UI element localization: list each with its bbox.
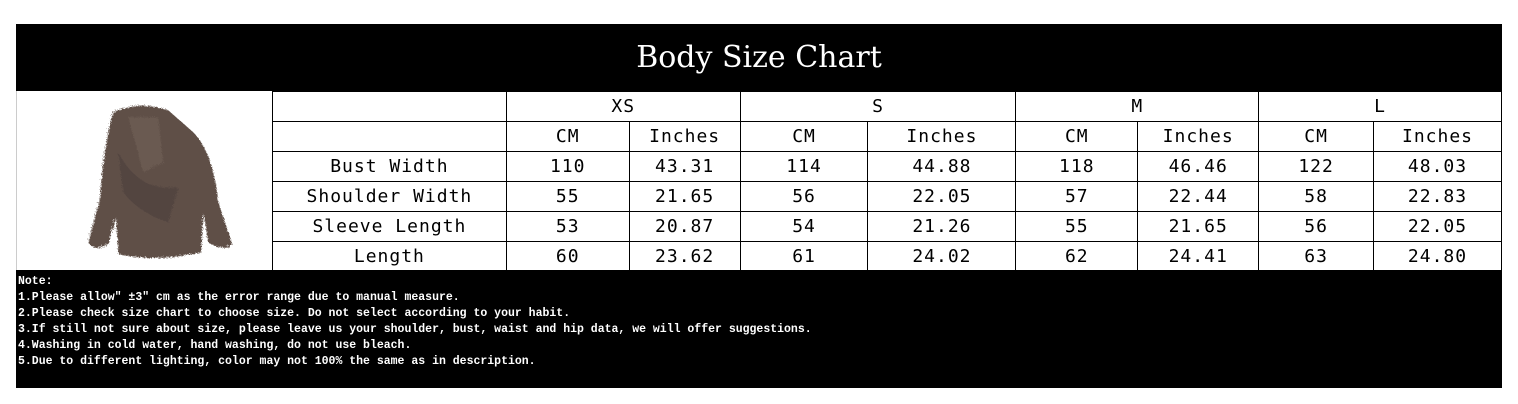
- fur-jacket-image: [87, 104, 231, 257]
- size-m: M: [1015, 91, 1260, 122]
- unit-cm: CM: [1258, 121, 1375, 152]
- inches-value: 48.03: [1373, 151, 1502, 182]
- unit-cm: CM: [1015, 121, 1139, 152]
- note-item: 5.Due to different lighting, color may n…: [18, 355, 536, 368]
- row-label: Length: [272, 241, 507, 272]
- row-label: Shoulder Width: [272, 181, 507, 212]
- unit-inches: Inches: [1137, 121, 1260, 152]
- notes-section: Note: 1.Please allow" ±3" cm as the erro…: [16, 270, 1502, 388]
- empty-cell: [272, 121, 507, 152]
- row-label: Sleeve Length: [272, 211, 507, 242]
- row-label: Bust Width: [272, 151, 507, 182]
- size-table: XS S M L CM Inches CM Inches CM Inches CM In…: [272, 91, 1502, 272]
- inches-value: 43.31: [628, 151, 741, 182]
- inches-value: 23.62: [628, 241, 741, 272]
- cm-value: 110: [505, 151, 630, 182]
- cm-value: 56: [1258, 211, 1375, 242]
- empty-cell: [272, 91, 507, 122]
- inches-value: 24.02: [867, 241, 1017, 272]
- size-l: L: [1258, 91, 1502, 122]
- cm-value: 58: [1258, 181, 1375, 212]
- cm-value: 55: [1015, 211, 1139, 242]
- cm-value: 61: [739, 241, 869, 272]
- note-item: 3.If still not sure about size, please l…: [18, 323, 812, 336]
- table-row: Length 60 23.62 61 24.02 62 24.41 63 24.80: [272, 241, 1502, 272]
- unit-inches: Inches: [867, 121, 1017, 152]
- note-item: 2.Please check size chart to choose size…: [18, 307, 571, 320]
- inches-value: 24.41: [1137, 241, 1260, 272]
- cm-value: 60: [505, 241, 630, 272]
- unit-inches: Inches: [1373, 121, 1502, 152]
- inches-value: 46.46: [1137, 151, 1260, 182]
- inches-value: 20.87: [628, 211, 741, 242]
- cm-value: 118: [1015, 151, 1139, 182]
- cm-value: 56: [739, 181, 869, 212]
- cm-value: 53: [505, 211, 630, 242]
- inches-value: 22.83: [1373, 181, 1502, 212]
- unit-cm: CM: [739, 121, 869, 152]
- cm-value: 122: [1258, 151, 1375, 182]
- inches-value: 24.80: [1373, 241, 1502, 272]
- note-item: 1.Please allow" ±3" cm as the error rang…: [18, 291, 460, 304]
- size-s: S: [739, 91, 1017, 122]
- note-item: 4.Washing in cold water, hand washing, d…: [18, 339, 412, 352]
- notes-heading: Note:: [18, 275, 53, 288]
- inches-value: 21.26: [867, 211, 1017, 242]
- size-header-row: XS S M L: [272, 91, 1502, 122]
- inches-value: 21.65: [628, 181, 741, 212]
- unit-cm: CM: [505, 121, 630, 152]
- cm-value: 54: [739, 211, 869, 242]
- unit-header-row: CM Inches CM Inches CM Inches CM Inches: [272, 121, 1502, 152]
- unit-inches: Inches: [628, 121, 741, 152]
- inches-value: 22.05: [1373, 211, 1502, 242]
- cm-value: 114: [739, 151, 869, 182]
- table-row: Bust Width 110 43.31 114 44.88 118 46.46 122 48.…: [272, 151, 1502, 182]
- cm-value: 62: [1015, 241, 1139, 272]
- product-image: [16, 91, 273, 270]
- inches-value: 22.44: [1137, 181, 1260, 212]
- chart-title: Body Size Chart: [16, 24, 1502, 91]
- cm-value: 63: [1258, 241, 1375, 272]
- size-chart: Body Size Chart XS S M L CM Inches CM Inch…: [16, 24, 1502, 388]
- table-row: Shoulder Width 55 21.65 56 22.05 57 22.44 58 22.…: [272, 181, 1502, 212]
- size-xs: XS: [505, 91, 741, 122]
- table-row: Sleeve Length 53 20.87 54 21.26 55 21.65 56 22.0…: [272, 211, 1502, 242]
- cm-value: 55: [505, 181, 630, 212]
- inches-value: 21.65: [1137, 211, 1260, 242]
- cm-value: 57: [1015, 181, 1139, 212]
- inches-value: 44.88: [867, 151, 1017, 182]
- inches-value: 22.05: [867, 181, 1017, 212]
